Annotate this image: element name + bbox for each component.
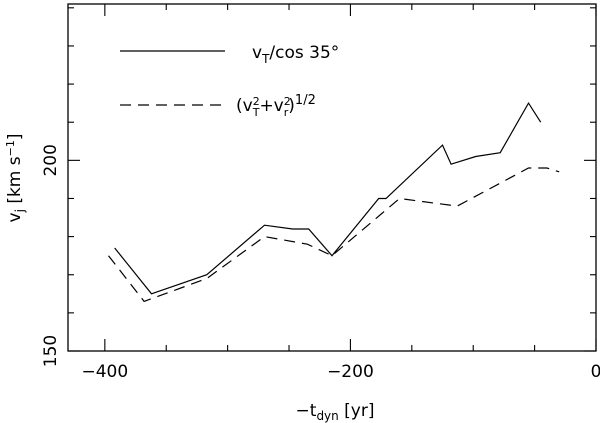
- y-tick-label: 150: [41, 335, 61, 367]
- series-line-vt-cos35: [114, 101, 542, 295]
- legend-label-vt-vr: (v2 T+v2 r)1/2: [236, 93, 316, 119]
- x-tick-label: 0: [591, 362, 600, 382]
- axis-ticks: [68, 4, 597, 352]
- series-line-vt-vr-quadrature: [108, 167, 560, 303]
- x-tick-label: −400: [81, 362, 128, 382]
- legend-label-vt-cos35: vT/cos 35°: [252, 43, 339, 66]
- legend: vT/cos 35° (v2 T+v2 r)1/2: [120, 43, 339, 119]
- plot-frame: [67, 3, 597, 352]
- axis-tick-labels: −400 −200 0 150 200: [41, 144, 600, 382]
- y-axis-label: vj [km s−1]: [4, 134, 27, 223]
- x-tick-label: −200: [327, 362, 374, 382]
- y-tick-label: 200: [41, 144, 61, 176]
- x-axis-label: −tdyn [yr]: [296, 401, 375, 423]
